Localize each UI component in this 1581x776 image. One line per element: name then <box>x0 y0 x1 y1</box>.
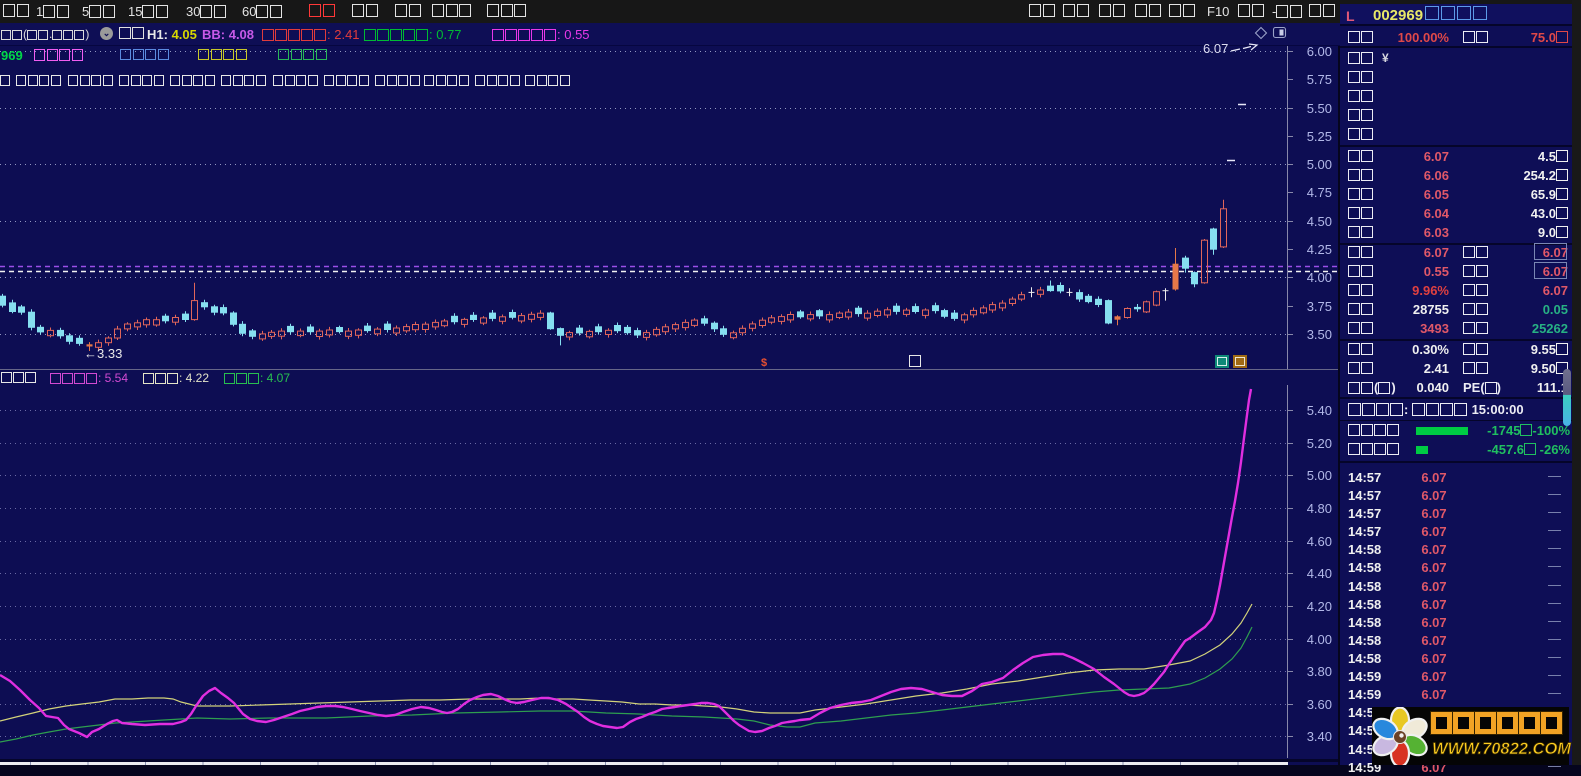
svg-text:4.75: 4.75 <box>1307 185 1332 200</box>
svg-text:3.40: 3.40 <box>1307 729 1332 744</box>
svg-text:5.20: 5.20 <box>1307 436 1332 451</box>
svg-text:3.60: 3.60 <box>1307 697 1332 712</box>
svg-text:3.80: 3.80 <box>1307 664 1332 679</box>
svg-text:4.80: 4.80 <box>1307 501 1332 516</box>
svg-text:6.00: 6.00 <box>1307 44 1332 59</box>
svg-text:5.40: 5.40 <box>1307 403 1332 418</box>
svg-text:5.00: 5.00 <box>1307 157 1332 172</box>
svg-text:←3.33: ←3.33 <box>84 346 122 361</box>
svg-text:5.75: 5.75 <box>1307 72 1332 87</box>
svg-text:3.50: 3.50 <box>1307 327 1332 342</box>
svg-text:4.25: 4.25 <box>1307 242 1332 257</box>
svg-text:3.75: 3.75 <box>1307 299 1332 314</box>
svg-text:4.40: 4.40 <box>1307 566 1332 581</box>
svg-text:4.00: 4.00 <box>1307 270 1332 285</box>
svg-text:4.00: 4.00 <box>1307 632 1332 647</box>
svg-text:5.50: 5.50 <box>1307 101 1332 116</box>
svg-text:5.00: 5.00 <box>1307 468 1332 483</box>
svg-text:$: $ <box>761 357 767 369</box>
svg-text:4.20: 4.20 <box>1307 599 1332 614</box>
svg-text:4.60: 4.60 <box>1307 534 1332 549</box>
svg-text:6.07: 6.07 <box>1203 41 1228 56</box>
svg-text:5.25: 5.25 <box>1307 129 1332 144</box>
svg-text:4.50: 4.50 <box>1307 214 1332 229</box>
